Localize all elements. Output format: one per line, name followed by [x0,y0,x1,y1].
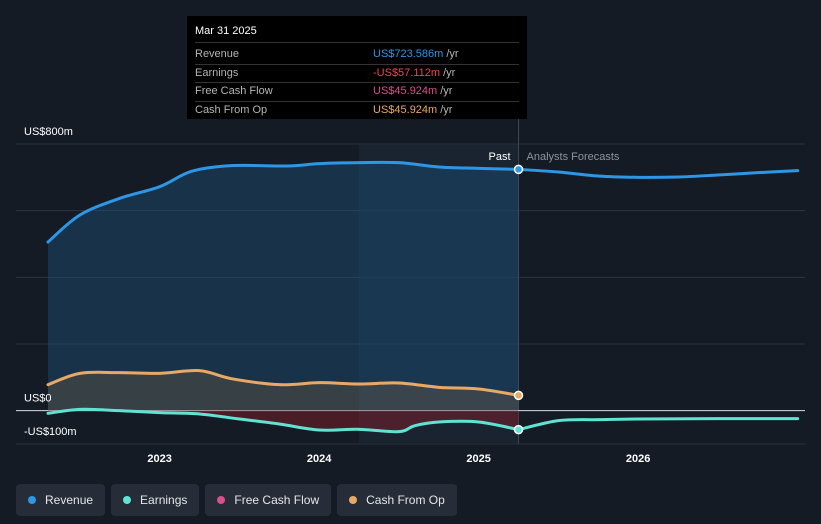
x-tick-label: 2026 [626,453,650,465]
forecast-label: Analysts Forecasts [527,151,620,163]
legend-item-revenue[interactable]: Revenue [16,484,106,516]
tooltip-unit: /yr [440,85,453,97]
x-tick-label: 2025 [466,453,490,465]
tooltip-unit: /yr [446,48,459,60]
cash-from-op-line [46,369,521,397]
legend-dot-icon [349,496,358,504]
tooltip-row: Free Cash Flow US$45.924m/yr [195,83,519,102]
tooltip-label: Cash From Op [195,103,268,116]
series-areas [48,162,519,432]
legend-item-earnings[interactable]: Earnings [111,484,200,516]
tooltip-value: US$45.924m [373,85,438,97]
legend-label: Earnings [140,493,188,507]
series-lines [46,160,800,435]
legend: Revenue Earnings Free Cash Flow Cash From O… [16,484,457,516]
tooltip-row: Cash From Op US$45.924m/yr [195,102,519,120]
past-label: Past [489,151,511,163]
x-tick-label: 2024 [307,453,332,465]
tooltip-label: Free Cash Flow [195,85,273,97]
revenue-forecast-line [517,167,800,179]
tooltip-row: Earnings -US$57.112m/yr [195,65,519,83]
earnings-forecast-line [517,417,800,432]
legend-dot-icon [217,496,226,504]
legend-label: Free Cash Flow [234,493,320,507]
axis-labels: US$800m US$0 -US$100m 2023 2024 2025 2026 Past A… [24,126,650,465]
revenue-marker [513,164,524,175]
cash-from-op-area [48,370,519,411]
revenue-area [48,162,519,411]
tooltip-value: US$723.586m [373,48,444,60]
tooltip-row: Revenue US$723.586m/yr [195,46,519,65]
tooltip-label: Revenue [195,48,240,60]
legend-dot-icon [123,496,132,504]
y-tick-label: US$0 [24,393,52,405]
legend-dot-icon [28,496,36,504]
cash-from-op-marker [513,390,524,401]
tooltip-date: Mar 31 2025 [195,24,519,43]
y-tick-label: US$800m [24,126,73,138]
hover-tooltip: Mar 31 2025 Revenue US$723.586m/yr Earning… [187,16,527,119]
legend-label: Cash From Op [366,493,445,507]
y-tick-label: -US$100m [24,426,77,438]
earnings-area [48,409,519,432]
earnings-line [46,407,521,434]
tooltip-value: US$45.924m [373,103,438,116]
legend-item-free-cash-flow[interactable]: Free Cash Flow [205,484,332,516]
highlight-band [359,144,519,444]
revenue-line [46,160,521,244]
legend-item-cash-from-op[interactable]: Cash From Op [337,484,457,516]
x-tick-label: 2023 [147,453,171,465]
tooltip-unit: /yr [440,103,453,116]
tooltip-unit: /yr [443,66,456,79]
grid-lines [16,119,805,445]
tooltip-value: -US$57.112m [373,66,441,79]
tooltip-label: Earnings [195,66,239,79]
earnings-marker [513,424,524,435]
legend-label: Revenue [45,493,94,507]
